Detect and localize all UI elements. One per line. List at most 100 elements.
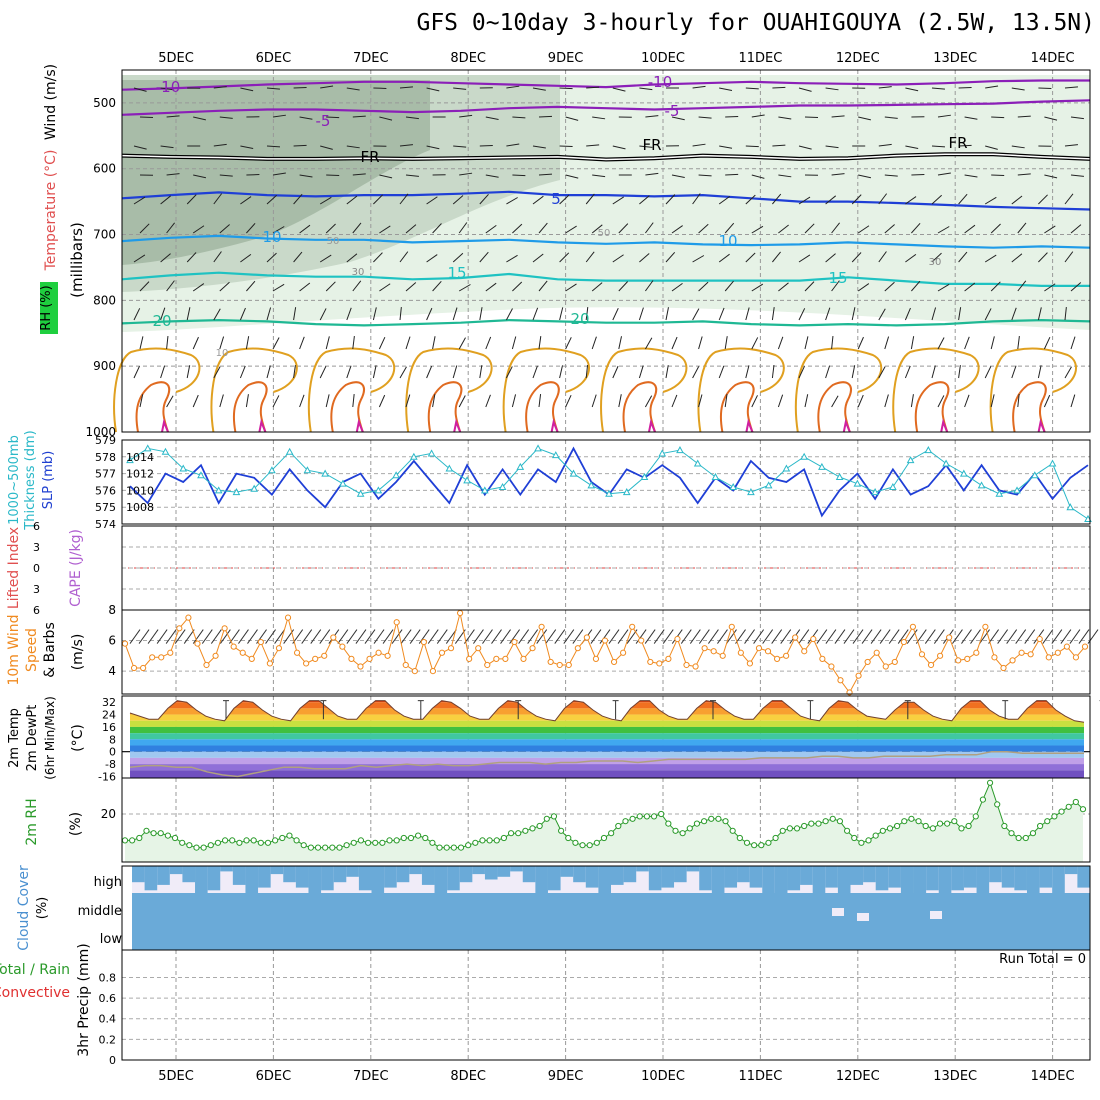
wind-barb — [985, 145, 998, 150]
thickness-line-point — [161, 447, 170, 455]
surface-wind-barb — [717, 629, 728, 644]
rh-line-point — [550, 813, 558, 820]
surface-wind-barb — [319, 629, 331, 644]
contour-label: 20 — [570, 310, 589, 328]
surface-wind-barb — [129, 629, 141, 644]
wind-barb — [432, 394, 436, 408]
bl-contour-inner — [427, 381, 463, 433]
wind-barb — [671, 282, 683, 292]
wind-barb — [272, 172, 286, 176]
bl-contour-outer — [600, 347, 688, 433]
rh-line-point — [901, 818, 908, 825]
wind-barb — [698, 174, 712, 177]
wind-speed-line-point — [393, 619, 400, 626]
cloud-high-bar — [560, 866, 574, 877]
wind-barb — [724, 280, 734, 292]
wind-barb — [325, 281, 336, 292]
wind-speed-line-point — [900, 638, 907, 646]
rh-line-point — [322, 844, 329, 851]
wind-barb — [884, 224, 895, 234]
rh-line-point — [200, 844, 207, 851]
cloud-label-high: high — [94, 875, 122, 890]
contour-label: -10 — [648, 73, 673, 91]
wind-barb — [645, 172, 659, 176]
surface-wind-barb — [382, 629, 394, 644]
wind-speed-line-point — [674, 635, 681, 643]
wind-barb — [771, 307, 775, 321]
cloud-high-bar — [308, 866, 322, 893]
wind-barb — [325, 223, 336, 234]
wind-barb — [186, 194, 197, 205]
wind-barb — [931, 252, 942, 263]
rh-line-point — [894, 822, 901, 830]
surface-wind-barb — [509, 629, 520, 644]
thickness-line-point — [339, 479, 347, 487]
wind-barb — [346, 253, 358, 263]
wind-speed-line-point — [873, 649, 880, 656]
rh-line-point — [314, 844, 322, 851]
wind-barb — [825, 307, 831, 321]
cloud-high-bar — [346, 866, 360, 877]
thickness-line-point — [942, 459, 950, 467]
pressure-tick-label: 500 — [93, 96, 116, 110]
wind-speed-line-point — [330, 634, 337, 641]
wind-barb — [612, 145, 626, 150]
precip-tick-label: 0.2 — [99, 1033, 117, 1046]
rh-line-point — [801, 822, 808, 830]
wind-barb — [538, 394, 542, 408]
thickness-line-point — [356, 489, 365, 497]
wind-speed-line-point — [284, 614, 292, 621]
wind-barb — [990, 281, 1001, 292]
rh-line-point — [965, 822, 972, 830]
cloud-high-bar — [611, 866, 625, 885]
wind-barb — [937, 283, 950, 292]
temp-band — [130, 700, 1084, 703]
cloud-high-bar — [699, 866, 713, 891]
wind-barb — [506, 143, 520, 147]
wind-barb — [1011, 253, 1023, 263]
wind-barb — [825, 195, 837, 205]
wind-barb — [645, 222, 654, 234]
wind-speed-line-point — [230, 643, 237, 650]
surface-wind-barb — [1051, 629, 1063, 644]
wind-barb — [778, 116, 792, 120]
rh-line-point — [815, 820, 822, 827]
wind-barb — [858, 174, 872, 179]
wind-barb — [399, 251, 409, 263]
rh-line-point — [329, 844, 336, 851]
wind-speed-line-point — [1054, 649, 1061, 656]
label-total-rain: Total / Rain — [0, 962, 70, 978]
wind-barb — [479, 365, 483, 379]
wind-barb — [777, 394, 784, 408]
cloud-high-bar — [711, 866, 725, 893]
wind-speed-line-point — [348, 655, 355, 662]
wind-barb — [139, 336, 144, 350]
wind-speed-line-point — [918, 651, 926, 658]
wind-barb — [405, 174, 419, 177]
rh-line-point — [908, 815, 915, 822]
thickness-line-point — [197, 471, 205, 479]
wind-barb — [272, 395, 280, 408]
wind-barb — [432, 336, 436, 350]
rh-line-point — [536, 822, 543, 830]
precip-tick-label: 0 — [109, 1054, 116, 1067]
wind-speed-line-point — [1063, 643, 1070, 650]
wind-barb — [1017, 394, 1020, 408]
wind-barb — [459, 172, 473, 176]
rh-line-point — [479, 837, 486, 844]
cloud-high-bg — [686, 866, 700, 893]
wind-barb — [1011, 145, 1025, 149]
surface-wind-barb — [834, 629, 846, 644]
wind-barb — [751, 395, 758, 408]
bl-contour-core — [940, 418, 949, 433]
surface-wind-barb — [1060, 629, 1072, 644]
surface-wind-barb — [861, 629, 873, 644]
wind-barb — [453, 87, 467, 90]
rh-line-point — [636, 813, 643, 820]
surface-wind-barb — [870, 629, 882, 644]
wind-barb — [798, 254, 811, 263]
wind-barb — [639, 87, 653, 91]
thickness-tick-label: 574 — [95, 518, 116, 531]
cloud-high-bar — [396, 866, 410, 883]
wind-barb — [452, 307, 458, 321]
